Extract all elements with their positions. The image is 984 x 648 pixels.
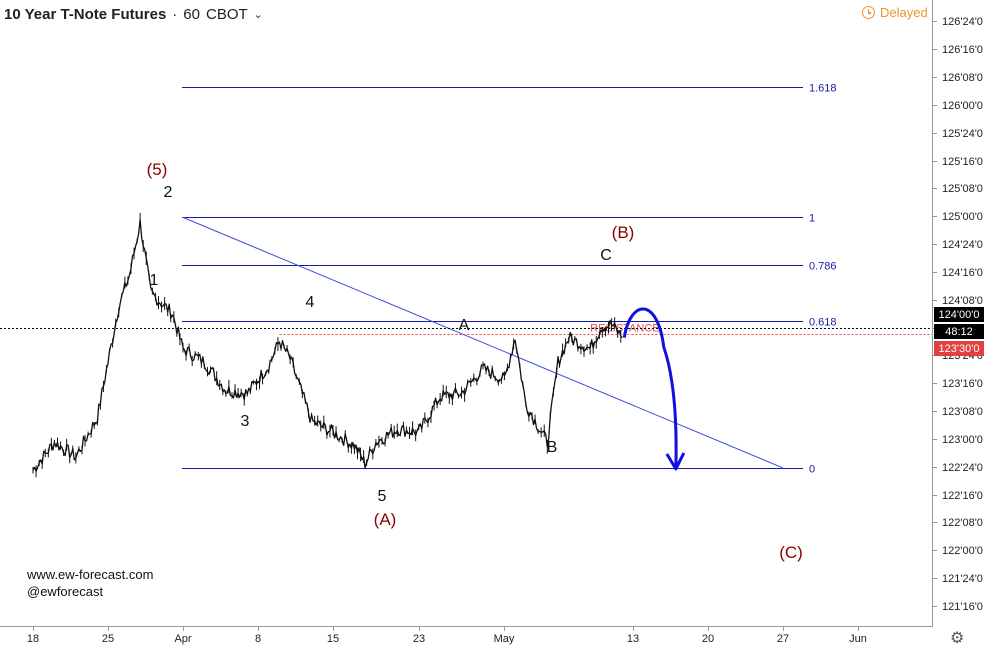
projection-arrowhead — [665, 452, 686, 471]
price-tick-label: 122'24'0 — [942, 462, 983, 474]
price-tick-label: 125'08'0 — [942, 183, 983, 195]
wave-label: 3 — [241, 413, 250, 430]
price-tick-label: 125'00'0 — [942, 211, 983, 223]
price-tick-label: 126'08'0 — [942, 72, 983, 84]
wave-label: 4 — [306, 294, 315, 311]
interval-label[interactable]: 60 — [183, 5, 200, 23]
wave-label: A — [459, 317, 470, 334]
clock-icon — [862, 6, 875, 19]
countdown-badge: 48:12 — [945, 326, 973, 338]
price-tick-label: 125'16'0 — [942, 156, 983, 168]
price-tick-label: 122'00'0 — [942, 545, 983, 557]
time-tick-label: 23 — [413, 633, 425, 645]
wave-label: 1 — [150, 272, 159, 289]
price-tick-label: 123'16'0 — [942, 378, 983, 390]
resistance-price-badge: 123'30'0 — [939, 343, 980, 355]
last-price-badge: 124'00'0 — [939, 309, 980, 321]
price-tick-label: 126'00'0 — [942, 100, 983, 112]
time-tick-label: 25 — [102, 633, 114, 645]
time-tick-label: 13 — [627, 633, 639, 645]
projection-path — [622, 307, 678, 468]
price-tick-label: 123'00'0 — [942, 434, 983, 446]
trendline — [182, 216, 784, 469]
price-tick-label: 123'08'0 — [942, 406, 983, 418]
fib-label: 0.618 — [809, 317, 837, 329]
time-tick-label: 20 — [702, 633, 714, 645]
price-tick-label: 122'08'0 — [942, 517, 983, 529]
price-tick-label: 121'16'0 — [942, 601, 983, 613]
wave-label: B — [547, 439, 558, 456]
time-tick-label: May — [494, 633, 515, 645]
price-tick-label: 122'16'0 — [942, 490, 983, 502]
credits-site: www.ew-forecast.com — [27, 567, 154, 582]
delayed-label: Delayed — [880, 5, 928, 20]
gear-icon[interactable]: ⚙ — [950, 630, 965, 647]
time-tick-label: Jun — [849, 633, 867, 645]
time-tick-label: 18 — [27, 633, 39, 645]
wave-label: (C) — [779, 543, 803, 562]
price-tick-label: 124'24'0 — [942, 239, 983, 251]
resistance-price-badge-bg — [934, 341, 984, 356]
price-tick-label: 121'24'0 — [942, 573, 983, 585]
price-tick-label: 125'24'0 — [942, 128, 983, 140]
price-series — [32, 212, 623, 478]
delayed-indicator[interactable]: Delayed — [862, 5, 928, 20]
fib-label: 0 — [809, 464, 815, 476]
credits-handle: @ewforecast — [27, 584, 104, 599]
wave-label: (5) — [147, 160, 168, 179]
wave-labels: (5) 2 1 3 4 5 (A) A B C(B) (C) — [147, 160, 803, 562]
fib-label: 1 — [809, 213, 815, 225]
chevron-down-icon[interactable]: ⌄ — [253, 8, 263, 21]
fibonacci-levels: 1.618 1 0.786 0.618 0 — [182, 83, 837, 476]
wave-label: C — [600, 247, 612, 264]
price-line — [32, 219, 623, 472]
price-tick-label: 126'24'0 — [942, 16, 983, 28]
price-tick-label: 124'16'0 — [942, 267, 983, 279]
time-tick-label: Apr — [174, 633, 191, 645]
time-tick-label: 15 — [327, 633, 339, 645]
symbol-title: 10 Year T-Note Futures — [4, 5, 167, 23]
wave-label: (B) — [612, 223, 635, 242]
symbol-header[interactable]: 10 Year T-Note Futures · 60 CBOT ⌄ — [4, 4, 263, 24]
exchange-label: CBOT — [205, 5, 248, 23]
projection-layer — [622, 307, 686, 471]
wave-label: 5 — [378, 488, 387, 505]
price-tick-label: 124'08'0 — [942, 295, 983, 307]
wave-label: (A) — [374, 510, 397, 529]
header-separator: · — [172, 5, 178, 23]
countdown-badge-bg — [934, 324, 984, 339]
trendline-layer: RESISTANCE — [0, 216, 932, 469]
last-price-badge-bg — [934, 307, 984, 322]
time-tick-label: 8 — [255, 633, 261, 645]
time-tick-label: 27 — [777, 633, 789, 645]
wave-label: 2 — [164, 184, 173, 201]
credits: www.ew-forecast.com @ewforecast — [27, 566, 153, 600]
fib-label: 1.618 — [809, 83, 837, 95]
fib-label: 0.786 — [809, 261, 837, 273]
price-tick-label: 126'16'0 — [942, 44, 983, 56]
